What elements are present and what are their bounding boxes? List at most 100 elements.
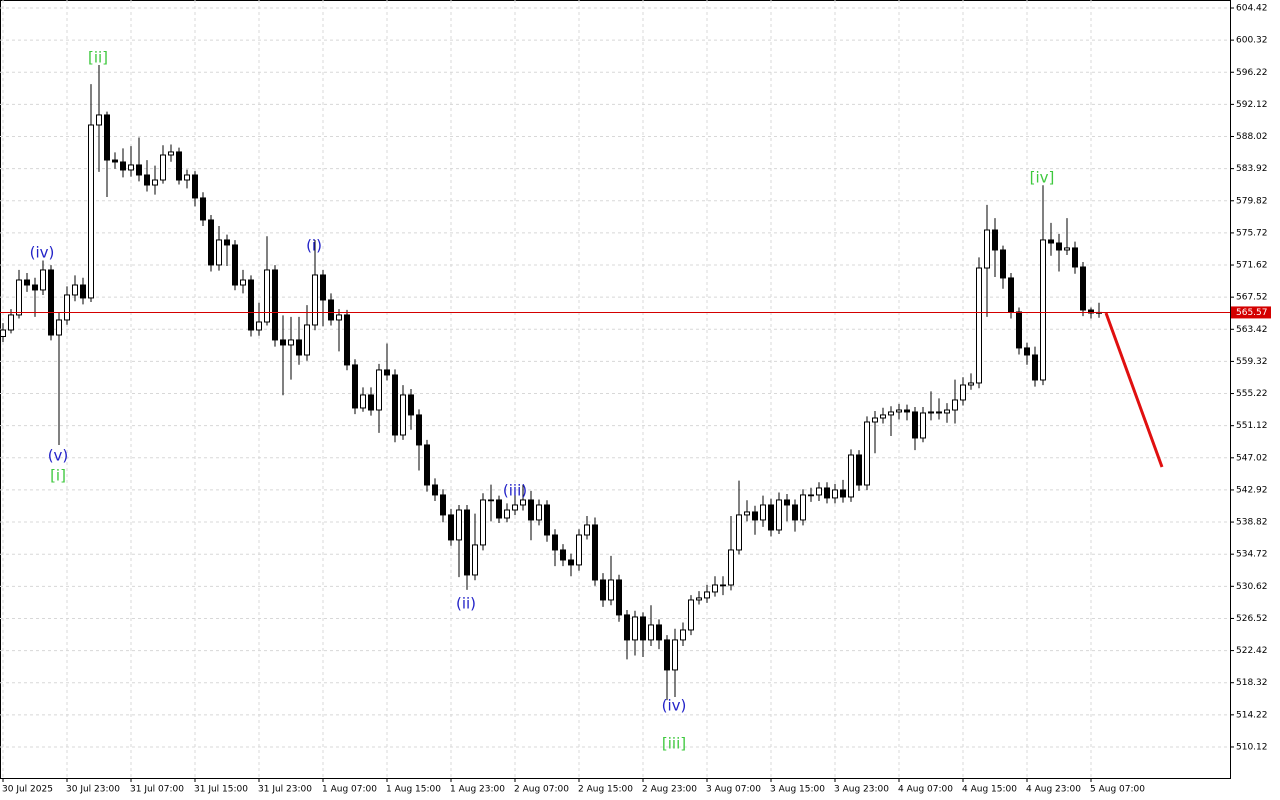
candle-body bbox=[424, 444, 430, 486]
candle-body bbox=[848, 454, 854, 498]
x-tick-label: 30 Jul 2025 bbox=[2, 785, 53, 795]
y-tick-label: 514.22 bbox=[1236, 710, 1268, 720]
wave-label: [ii] bbox=[88, 49, 108, 67]
plot-frame bbox=[0, 0, 1231, 779]
candle-body bbox=[872, 417, 878, 423]
wave-label: (iv) bbox=[30, 244, 55, 262]
candle-body bbox=[360, 394, 366, 409]
candle-body bbox=[920, 412, 926, 439]
candle-body bbox=[384, 369, 390, 376]
candle-body bbox=[176, 151, 182, 181]
candle-body bbox=[824, 487, 830, 499]
candle-body bbox=[880, 414, 886, 419]
candle-body bbox=[232, 244, 238, 286]
candle-body bbox=[8, 314, 14, 331]
candle-body bbox=[968, 382, 974, 386]
x-tick-label: 31 Jul 07:00 bbox=[130, 785, 184, 795]
candle-body bbox=[736, 514, 742, 551]
candle-body bbox=[840, 489, 846, 498]
labels: 604.42 600.32 596.22 592.12 588.02 583.92 579.… bbox=[2, 3, 1271, 795]
candle-body bbox=[16, 279, 22, 316]
candle-body bbox=[768, 504, 774, 531]
x-tick-label: 2 Aug 23:00 bbox=[642, 785, 697, 795]
candle-body bbox=[472, 544, 478, 576]
y-tick-label: 542.92 bbox=[1236, 485, 1268, 495]
candle-body bbox=[248, 279, 254, 331]
candle-body bbox=[552, 534, 558, 551]
wave-label: (v) bbox=[48, 447, 69, 465]
candle-body bbox=[192, 174, 198, 199]
candle-body bbox=[136, 164, 142, 176]
candle-body bbox=[328, 299, 334, 321]
candle-body bbox=[456, 509, 462, 541]
grid bbox=[0, 0, 1234, 782]
candle-body bbox=[576, 534, 582, 566]
candle-body bbox=[800, 494, 806, 521]
x-tick-label: 2 Aug 07:00 bbox=[514, 785, 569, 795]
candle-body bbox=[592, 524, 598, 581]
candle-body bbox=[528, 499, 534, 521]
candle-body bbox=[864, 421, 870, 486]
candle-body bbox=[128, 164, 134, 171]
candle-body bbox=[952, 399, 958, 411]
wave-label: (i) bbox=[306, 237, 322, 255]
candle-body bbox=[584, 524, 590, 536]
candle-body bbox=[640, 616, 646, 641]
candle-body bbox=[144, 174, 150, 186]
candle-body bbox=[40, 269, 46, 291]
y-tick-label: 592.12 bbox=[1236, 100, 1268, 110]
y-tick-label: 567.52 bbox=[1236, 293, 1268, 303]
x-tick-label: 3 Aug 07:00 bbox=[706, 785, 761, 795]
candle-body bbox=[632, 616, 638, 641]
candle-body bbox=[936, 411, 942, 414]
y-tick-label: 534.72 bbox=[1236, 550, 1268, 560]
y-tick-label: 600.32 bbox=[1236, 36, 1268, 46]
forecast-line bbox=[1104, 312, 1164, 468]
y-tick-label: 604.42 bbox=[1236, 3, 1268, 13]
candle-body bbox=[504, 509, 510, 519]
x-tick-label: 30 Jul 23:00 bbox=[66, 785, 120, 795]
y-tick-label: 596.22 bbox=[1236, 68, 1268, 78]
x-tick-label: 4 Aug 07:00 bbox=[898, 785, 953, 795]
x-tick-label: 4 Aug 15:00 bbox=[962, 785, 1017, 795]
candle-body bbox=[672, 639, 678, 671]
candle-body bbox=[200, 197, 206, 221]
wave-label: (iii) bbox=[503, 482, 527, 500]
candle-body bbox=[720, 584, 726, 587]
candle-body bbox=[448, 514, 454, 541]
candle-body bbox=[256, 321, 262, 331]
candle-body bbox=[1088, 309, 1094, 314]
candle-body bbox=[432, 484, 438, 496]
wave-label: (ii) bbox=[456, 595, 476, 613]
y-tick-label: 575.72 bbox=[1236, 228, 1268, 238]
candle-body bbox=[984, 229, 990, 269]
candle-body bbox=[648, 624, 654, 641]
candle-body bbox=[1072, 247, 1078, 268]
x-tick-label: 2 Aug 15:00 bbox=[578, 785, 633, 795]
y-tick-label: 518.32 bbox=[1236, 678, 1268, 688]
candle-body bbox=[496, 499, 502, 519]
candle-body bbox=[208, 219, 214, 266]
candle-body bbox=[280, 339, 286, 346]
candle-body bbox=[664, 639, 670, 671]
y-tick-label: 555.22 bbox=[1236, 389, 1268, 399]
candle-body bbox=[560, 549, 566, 561]
candle-body bbox=[288, 339, 294, 346]
candle-body bbox=[464, 509, 470, 576]
candle-body bbox=[216, 239, 222, 266]
x-tick-label: 1 Aug 07:00 bbox=[322, 785, 377, 795]
candle-body bbox=[992, 229, 998, 251]
candle-body bbox=[376, 369, 382, 411]
y-tick-label: 559.32 bbox=[1236, 357, 1268, 367]
candle-body bbox=[152, 179, 158, 186]
x-tick-label: 5 Aug 07:00 bbox=[1090, 785, 1145, 795]
y-tick-label: 551.12 bbox=[1236, 421, 1268, 431]
candle-body bbox=[240, 279, 246, 286]
candle-body bbox=[792, 504, 798, 521]
candle-body bbox=[856, 454, 862, 486]
candle-body bbox=[832, 489, 838, 499]
candle-body bbox=[120, 161, 126, 171]
candle-body bbox=[600, 579, 606, 601]
candle-body bbox=[608, 579, 614, 601]
y-tick-label: 522.42 bbox=[1236, 646, 1268, 656]
